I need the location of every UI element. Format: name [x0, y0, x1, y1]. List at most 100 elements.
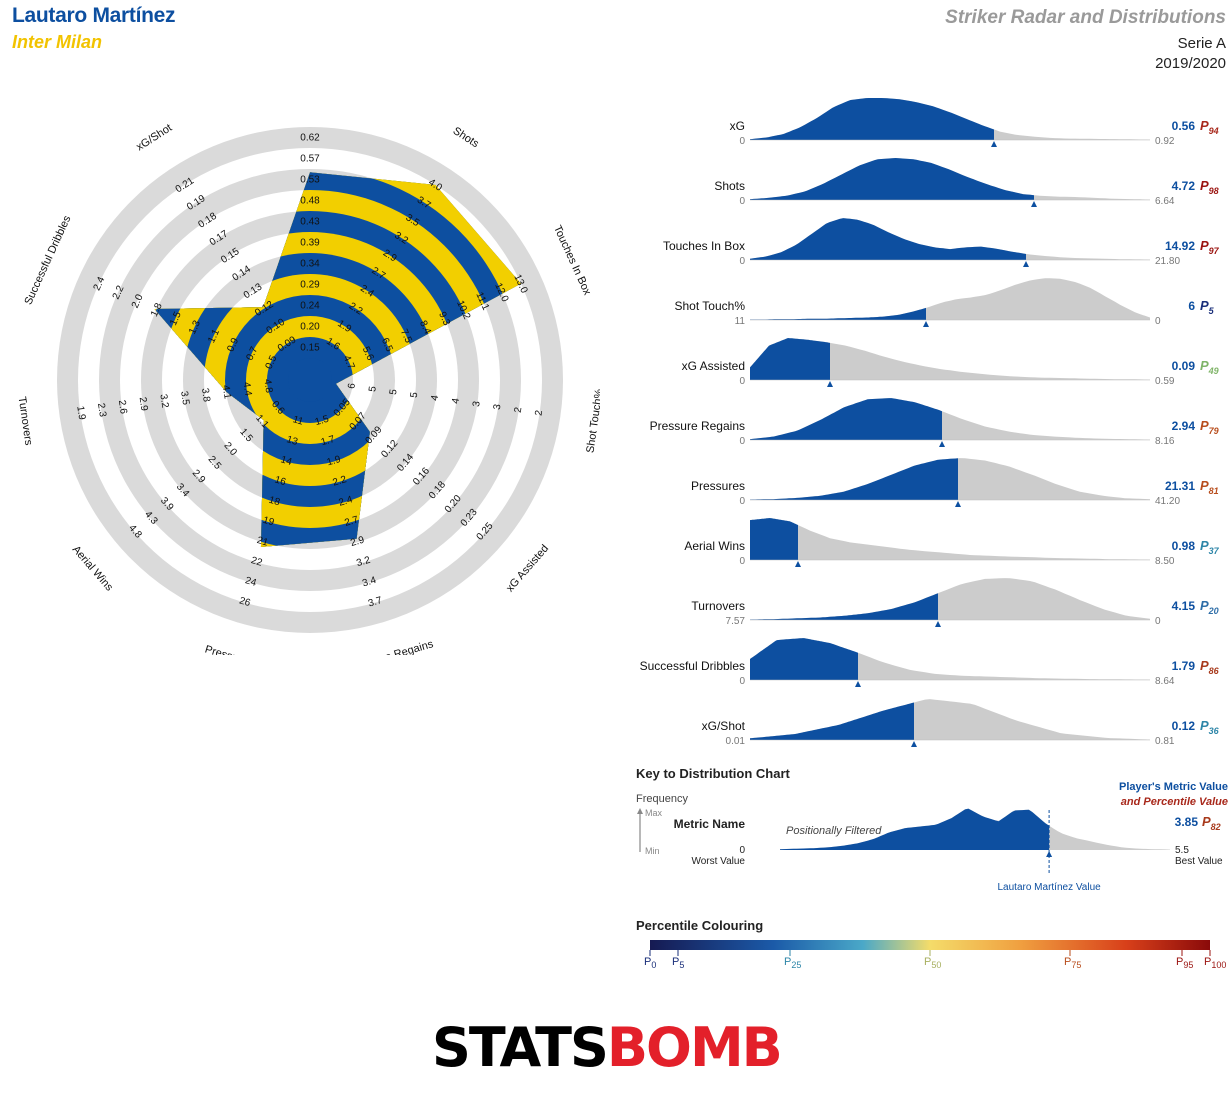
radar-tick-label: 18 — [267, 495, 281, 509]
player-value-marker — [795, 561, 801, 567]
radar-tick-label: 2 — [533, 409, 545, 417]
team-name: Inter Milan — [12, 32, 103, 52]
worst-value: 0 — [739, 496, 745, 507]
distribution-area-blue — [750, 398, 942, 440]
percentile-tick-label: P0 — [644, 956, 656, 970]
distribution-row: Shot Touch% 11 0 6 P5 — [675, 278, 1215, 327]
metric-name: Pressures — [691, 479, 745, 493]
competition-label: Serie A — [1177, 35, 1226, 52]
distribution-row: Pressure Regains 0 8.16 2.94 P79 — [650, 398, 1219, 447]
player-metric-value: 0.09 — [1172, 359, 1196, 373]
radar-tick-label: 5.6 — [360, 345, 376, 363]
radar-tick-label: 0.9 — [225, 336, 241, 354]
distribution-area-blue — [750, 518, 798, 560]
radar-tick-label: 16 — [273, 475, 287, 489]
radar-axis-label: Turnovers — [16, 396, 35, 447]
player-metric-value: 6 — [1188, 299, 1195, 313]
player-metric-value: 21.31 — [1165, 479, 1195, 493]
radar-tick-label: 3 — [471, 400, 483, 408]
metric-name: Shot Touch% — [675, 299, 746, 313]
player-value-marker — [939, 441, 945, 447]
worst-value: 0 — [739, 196, 745, 207]
distribution-row: Aerial Wins 0 8.50 0.98 P37 — [684, 518, 1220, 567]
radar-tick-label: 1.9 — [74, 405, 87, 421]
key-frequency-label: Frequency — [636, 793, 688, 805]
radar-chart: 0.150.200.240.290.340.390.430.480.530.57… — [16, 95, 600, 655]
radar-tick-label: 2.2 — [332, 474, 349, 489]
key-best-label: Best Value — [1175, 856, 1223, 867]
metric-name: xG Assisted — [682, 359, 745, 373]
radar-tick-label: 7.5 — [398, 328, 414, 346]
best-value: 8.50 — [1155, 556, 1175, 567]
radar-tick-label: 3.8 — [199, 387, 212, 403]
metric-name: xG — [730, 119, 745, 133]
radar-tick-label: 0.7 — [244, 345, 260, 363]
radar-tick-label: 4.7 — [341, 354, 357, 372]
radar-tick-label: 1.8 — [149, 301, 165, 319]
statsbomb-logo: STATSBOMB — [432, 1018, 812, 1078]
radar-tick-label: 26 — [238, 595, 252, 609]
radar-axis-label: Shot Touch% — [584, 388, 600, 454]
radar-tick-label: 9.3 — [436, 310, 452, 328]
radar-tick-label: 4.1 — [220, 384, 233, 400]
logo-bomb-text: BOMB — [606, 1016, 783, 1079]
radar-tick-label: 5 — [409, 391, 421, 399]
radar-tick-label: 1.3 — [187, 319, 203, 337]
worst-value: 0.01 — [726, 736, 746, 747]
distribution-row: xG 0 0.92 0.56 P94 — [730, 98, 1219, 147]
radar-tick-label: 13 — [285, 434, 299, 448]
radar-tick-label: 2.3 — [95, 402, 108, 418]
percentile-scale: Percentile Colouring P0 P5 P25 P50 P75 P95 P100 — [636, 918, 1226, 970]
percentile-tick-label: P95 — [1176, 956, 1193, 970]
radar-tick-label: 2.9 — [137, 396, 150, 412]
radar-tick-label: 0.20 — [300, 322, 320, 333]
key-frequency-arrow — [637, 808, 643, 814]
radar-tick-label: 22 — [250, 555, 264, 569]
worst-value: 0 — [739, 376, 745, 387]
best-value: 0.59 — [1155, 376, 1175, 387]
best-value: 0.92 — [1155, 136, 1175, 147]
worst-value: 7.57 — [726, 616, 746, 627]
percentile-value: P37 — [1200, 538, 1220, 556]
radar-tick-label: 21 — [256, 535, 270, 549]
key-percentile-label: and Percentile Value — [1121, 796, 1228, 808]
distribution-area-grey — [750, 518, 1150, 560]
distribution-area-blue — [750, 218, 1026, 260]
player-metric-value: 14.92 — [1165, 239, 1195, 253]
distribution-area-blue — [750, 307, 926, 320]
radar-tick-label: 2 — [513, 406, 525, 414]
radar-center — [288, 358, 332, 402]
metric-name: Shots — [714, 179, 745, 193]
radar-tick-label: 0.48 — [300, 196, 320, 207]
worst-value: 0 — [739, 136, 745, 147]
key-player-value-label: Player's Metric Value — [1119, 781, 1228, 793]
radar-axis-label: Shots — [451, 125, 482, 151]
player-name: Lautaro Martínez — [12, 4, 176, 27]
player-metric-value: 1.79 — [1172, 659, 1196, 673]
radar-tick-label: 0.39 — [300, 238, 320, 249]
radar-tick-label: 2.2 — [111, 284, 127, 302]
radar-tick-label: 4.4 — [241, 381, 254, 397]
radar-tick-label: 5 — [388, 388, 400, 396]
radar-axis-label: Pressures — [203, 644, 254, 655]
radar-tick-label: 11 — [291, 414, 304, 428]
player-value-marker — [955, 501, 961, 507]
distribution-row: Pressures 0 41.20 21.31 P81 — [691, 458, 1219, 507]
radar-tick-label: 0.53 — [300, 175, 320, 186]
percentile-value: P97 — [1200, 238, 1220, 256]
radar-tick-label: 1.7 — [320, 434, 337, 449]
distribution-row: Successful Dribbles 0 8.64 1.79 P86 — [640, 638, 1220, 687]
metric-name: xG/Shot — [702, 719, 746, 733]
key-metric-name: Metric Name — [674, 817, 746, 831]
key-percentile-value: P82 — [1202, 814, 1221, 832]
player-metric-value: 4.15 — [1172, 599, 1196, 613]
metric-name: Successful Dribbles — [640, 659, 745, 673]
best-value: 0.81 — [1155, 736, 1175, 747]
percentile-value: P36 — [1200, 718, 1220, 736]
player-value-marker — [855, 681, 861, 687]
radar-tick-label: 2.4 — [92, 275, 108, 293]
player-value-marker — [911, 741, 917, 747]
percentile-value: P94 — [1200, 118, 1219, 136]
player-metric-value: 0.98 — [1172, 539, 1196, 553]
best-value: 0 — [1155, 616, 1161, 627]
